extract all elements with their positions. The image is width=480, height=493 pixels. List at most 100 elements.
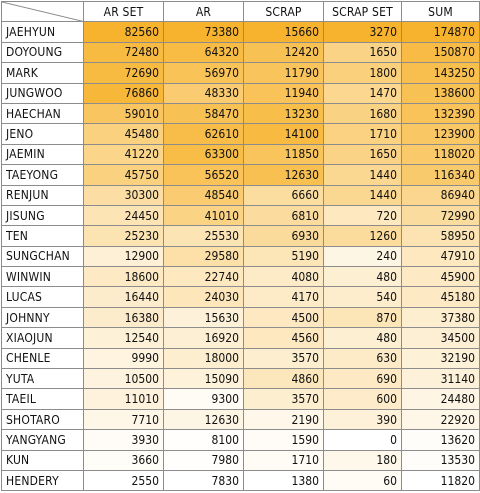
value-cell-ar-set: 12540 [83, 327, 164, 349]
value-cell-scrap: 5190 [243, 245, 324, 268]
table-row: CHENLE 9990 18000 3570 630 32190 [1, 347, 480, 370]
member-name-cell: YUTA [1, 368, 84, 390]
table-row: TAEIL 11010 9300 3570 600 24480 [1, 388, 480, 410]
value-cell-ar-set: 59010 [83, 102, 164, 125]
value-cell-sum: 13620 [401, 429, 480, 451]
value-cell-ar-set: 82560 [83, 21, 164, 43]
table-row: TEN 25230 25530 6930 1260 58950 [1, 225, 480, 247]
value-cell-ar: 48330 [163, 82, 244, 104]
value-cell-sum: 118020 [401, 143, 480, 166]
table-row: JENO 45480 62610 14100 1710 123900 [1, 123, 480, 145]
value-cell-sum: 31140 [401, 368, 480, 390]
value-cell-scrap-set: 1710 [323, 123, 402, 145]
value-cell-scrap: 14100 [243, 123, 324, 145]
value-cell-sum: 45180 [401, 286, 480, 308]
member-name-cell: SUNGCHAN [1, 245, 84, 268]
value-cell-scrap-set: 870 [323, 306, 402, 329]
value-cell-scrap: 1710 [243, 449, 324, 471]
table-row: KUN 3660 7980 1710 180 13530 [1, 449, 480, 471]
table-row: HENDERY 2550 7830 1380 60 11820 [1, 469, 480, 492]
member-name-cell: TAEIL [1, 388, 84, 410]
value-cell-ar: 56970 [163, 62, 244, 84]
diagonal-divider-icon [2, 2, 83, 21]
value-cell-scrap: 3570 [243, 388, 324, 410]
value-cell-scrap: 1590 [243, 429, 324, 451]
member-name-cell: KUN [1, 449, 84, 471]
value-cell-scrap: 4170 [243, 286, 324, 308]
value-cell-ar: 22740 [163, 266, 244, 288]
member-name-cell: TEN [1, 225, 84, 247]
value-cell-ar-set: 7710 [83, 408, 164, 431]
member-name-cell: MARK [1, 62, 84, 84]
member-name-cell: TAEYONG [1, 164, 84, 186]
table-row: JOHNNY 16380 15630 4500 870 37380 [1, 306, 480, 329]
value-cell-ar-set: 16380 [83, 306, 164, 329]
value-cell-sum: 174870 [401, 21, 480, 43]
value-cell-scrap: 12630 [243, 164, 324, 186]
value-cell-ar-set: 45750 [83, 164, 164, 186]
value-cell-sum: 132390 [401, 102, 480, 125]
table-row: JUNGWOO 76860 48330 11940 1470 138600 [1, 82, 480, 104]
member-name-cell: XIAOJUN [1, 327, 84, 349]
value-cell-scrap-set: 480 [323, 266, 402, 288]
value-cell-ar-set: 24450 [83, 204, 164, 227]
member-name-cell: JOHNNY [1, 306, 84, 329]
value-cell-ar-set: 12900 [83, 245, 164, 268]
value-cell-ar: 16920 [163, 327, 244, 349]
table-row: WINWIN 18600 22740 4080 480 45900 [1, 266, 480, 288]
value-cell-scrap: 11940 [243, 82, 324, 104]
value-cell-scrap-set: 1440 [323, 184, 402, 206]
value-cell-ar: 9300 [163, 388, 244, 410]
value-cell-sum: 34500 [401, 327, 480, 349]
value-cell-ar: 7830 [163, 469, 244, 492]
value-cell-ar-set: 18600 [83, 266, 164, 288]
value-cell-sum: 116340 [401, 164, 480, 186]
value-cell-scrap-set: 1800 [323, 62, 402, 84]
value-cell-ar: 12630 [163, 408, 244, 431]
value-cell-scrap: 15660 [243, 21, 324, 43]
value-cell-ar: 64320 [163, 41, 244, 64]
column-header-ar: AR [163, 0, 244, 23]
value-cell-sum: 86940 [401, 184, 480, 206]
value-cell-scrap: 3570 [243, 347, 324, 370]
table-row: JAEMIN 41220 63300 11850 1650 118020 [1, 143, 480, 166]
member-name-cell: JISUNG [1, 204, 84, 227]
table-row: LUCAS 16440 24030 4170 540 45180 [1, 286, 480, 308]
table-row: JAEHYUN 82560 73380 15660 3270 174870 [1, 21, 480, 43]
value-cell-ar: 56520 [163, 164, 244, 186]
value-cell-scrap-set: 630 [323, 347, 402, 370]
value-cell-scrap-set: 600 [323, 388, 402, 410]
value-cell-scrap: 11790 [243, 62, 324, 84]
member-name-cell: HENDERY [1, 469, 84, 492]
value-cell-ar: 41010 [163, 204, 244, 227]
value-cell-ar-set: 30300 [83, 184, 164, 206]
table-body: JAEHYUN 82560 73380 15660 3270 174870 DOYOUNG 7… [1, 21, 480, 492]
value-cell-scrap-set: 1260 [323, 225, 402, 247]
column-header-scrap-set: SCRAP SET [323, 0, 402, 23]
value-cell-ar: 73380 [163, 21, 244, 43]
value-cell-scrap-set: 1650 [323, 143, 402, 166]
value-cell-scrap-set: 240 [323, 245, 402, 268]
value-cell-scrap: 4860 [243, 368, 324, 390]
value-cell-scrap: 4080 [243, 266, 324, 288]
corner-header-cell [1, 0, 84, 23]
member-name-cell: YANGYANG [1, 429, 84, 451]
member-name-cell: JUNGWOO [1, 82, 84, 104]
column-header-ar-set: AR SET [83, 0, 164, 23]
member-name-cell: DOYOUNG [1, 41, 84, 64]
table-row: JISUNG 24450 41010 6810 720 72990 [1, 204, 480, 227]
value-cell-sum: 58950 [401, 225, 480, 247]
value-cell-ar: 18000 [163, 347, 244, 370]
member-name-cell: HAECHAN [1, 102, 84, 125]
member-name-cell: JENO [1, 123, 84, 145]
value-cell-ar: 7980 [163, 449, 244, 471]
table-row: RENJUN 30300 48540 6660 1440 86940 [1, 184, 480, 206]
table-row: SUNGCHAN 12900 29580 5190 240 47910 [1, 245, 480, 268]
value-cell-scrap-set: 540 [323, 286, 402, 308]
value-cell-ar-set: 3660 [83, 449, 164, 471]
value-cell-scrap: 1380 [243, 469, 324, 492]
value-cell-ar: 29580 [163, 245, 244, 268]
value-cell-scrap: 6810 [243, 204, 324, 227]
value-cell-ar: 48540 [163, 184, 244, 206]
